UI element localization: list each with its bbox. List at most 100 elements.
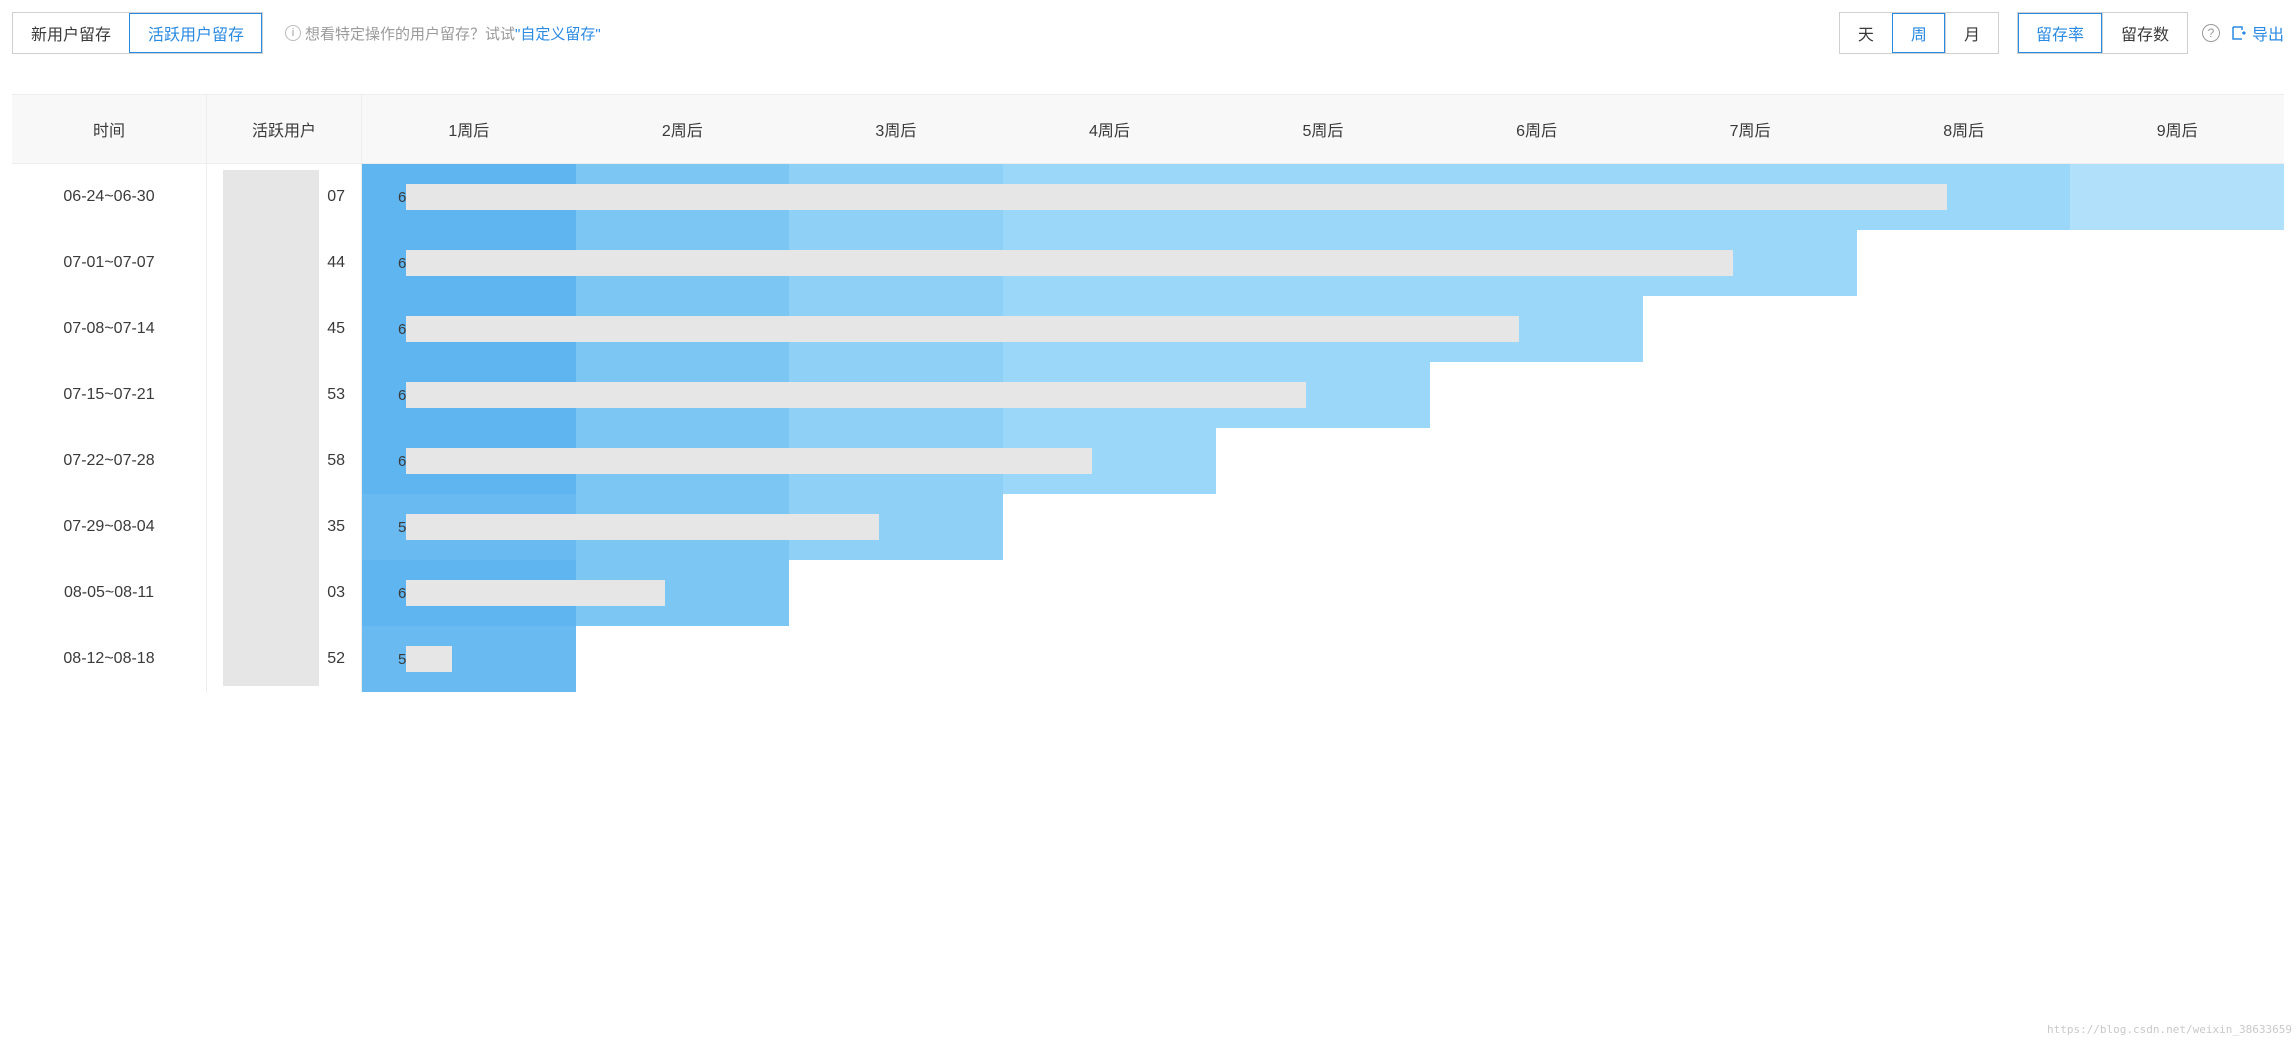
retention-cell: 61.07% xyxy=(362,296,576,362)
col-week-6: 6周后 xyxy=(1430,95,1644,164)
export-icon xyxy=(2230,24,2248,42)
retention-cell xyxy=(1216,494,1430,560)
retention-cell xyxy=(1003,560,1217,626)
cohort-date: 08-05~08-11 xyxy=(12,560,207,626)
retention-cell: 58.04% xyxy=(362,626,576,692)
retention-cell: 42.32% xyxy=(1857,164,2071,230)
cohort-date: 07-01~07-07 xyxy=(12,230,207,296)
retention-cell xyxy=(1857,560,2071,626)
period-tabs: 天 周 月 xyxy=(1839,12,1999,54)
retention-cell: 54.69% xyxy=(576,494,790,560)
retention-cell xyxy=(2070,164,2284,230)
retention-cell: 62.44% xyxy=(362,230,576,296)
retention-cell: 46.35% xyxy=(1216,362,1430,428)
active-users-value: 44 xyxy=(207,230,362,296)
active-users-value: 07 xyxy=(207,164,362,230)
retention-cell: 54.07% xyxy=(576,230,790,296)
metric-rate[interactable]: 留存率 xyxy=(2018,13,2102,53)
retention-cell: 43.47% xyxy=(1643,164,1857,230)
custom-retention-hint: i 想看特定操作的用户留存？试试 "自定义留存" xyxy=(285,23,601,44)
retention-cell xyxy=(1857,428,2071,494)
active-users-value: 58 xyxy=(207,428,362,494)
retention-cell xyxy=(1643,428,1857,494)
cohort-date: 07-29~08-04 xyxy=(12,494,207,560)
col-week-7: 7周后 xyxy=(1643,95,1857,164)
period-month[interactable]: 月 xyxy=(1945,13,1998,53)
retention-cell: 52.78% xyxy=(576,362,790,428)
retention-table: 时间 活跃用户 1周后 2周后 3周后 4周后 5周后 6周后 7周后 8周后 … xyxy=(12,94,2284,692)
active-users-value: 35 xyxy=(207,494,362,560)
retention-cell: 49.74% xyxy=(789,362,1003,428)
retention-cell xyxy=(789,626,1003,692)
cohort-date: 07-22~07-28 xyxy=(12,428,207,494)
retention-cell xyxy=(1003,626,1217,692)
retention-cell: 47.65% xyxy=(1003,296,1217,362)
export-button[interactable]: 导出 xyxy=(2230,21,2284,45)
retention-cell xyxy=(1003,494,1217,560)
retention-cell xyxy=(1857,626,2071,692)
retention-cell xyxy=(789,560,1003,626)
retention-cell xyxy=(2070,230,2284,296)
col-active-users: 活跃用户 xyxy=(207,95,362,164)
retention-cell: 50.54% xyxy=(789,230,1003,296)
custom-retention-link[interactable]: "自定义留存" xyxy=(515,23,601,44)
active-users-value: 03 xyxy=(207,560,362,626)
retention-cell xyxy=(2070,560,2284,626)
retention-cell xyxy=(1643,296,1857,362)
retention-cell xyxy=(2070,428,2284,494)
col-week-8: 8周后 xyxy=(1857,95,2071,164)
col-week-3: 3周后 xyxy=(789,95,1003,164)
retention-cell: 47.2% xyxy=(1003,164,1217,230)
retention-cell xyxy=(1857,494,2071,560)
retention-cell xyxy=(1216,428,1430,494)
retention-cell xyxy=(2070,626,2284,692)
toolbar: 新用户留存 活跃用户留存 i 想看特定操作的用户留存？试试 "自定义留存" 天 … xyxy=(12,12,2284,54)
retention-cell: 44.82% xyxy=(1216,296,1430,362)
tab-new-user[interactable]: 新用户留存 xyxy=(13,13,129,53)
retention-cell: 45.07% xyxy=(1003,362,1217,428)
retention-cell xyxy=(1216,560,1430,626)
period-day[interactable]: 天 xyxy=(1840,13,1892,53)
retention-cell: 44.89% xyxy=(1216,230,1430,296)
help-icon[interactable]: ? xyxy=(2202,24,2220,42)
retention-cell xyxy=(2070,362,2284,428)
col-week-2: 2周后 xyxy=(576,95,790,164)
retention-cell xyxy=(1857,230,2071,296)
retention-cell: 51.41% xyxy=(1003,428,1217,494)
retention-cell: 60.58% xyxy=(362,362,576,428)
col-time: 时间 xyxy=(12,95,207,164)
retention-cell: 65.05% xyxy=(362,428,576,494)
retention-cell: 59.72% xyxy=(362,494,576,560)
col-week-4: 4周后 xyxy=(1003,95,1217,164)
retention-cell: 44.33% xyxy=(1430,164,1644,230)
retention-cell xyxy=(1643,362,1857,428)
retention-cell: 46.2% xyxy=(1216,164,1430,230)
cohort-date: 07-08~07-14 xyxy=(12,296,207,362)
active-users-value: 45 xyxy=(207,296,362,362)
retention-cell xyxy=(1643,560,1857,626)
retention-cell: 47.31% xyxy=(1003,230,1217,296)
retention-cell xyxy=(1430,626,1644,692)
retention-cell: 57.61% xyxy=(576,560,790,626)
cohort-date: 07-15~07-21 xyxy=(12,362,207,428)
retention-cell xyxy=(1643,626,1857,692)
cohort-date: 06-24~06-30 xyxy=(12,164,207,230)
retention-cell xyxy=(1430,494,1644,560)
active-users-value: 53 xyxy=(207,362,362,428)
period-week[interactable]: 周 xyxy=(1892,13,1945,53)
user-type-tabs: 新用户留存 活跃用户留存 xyxy=(12,12,263,54)
retention-cell xyxy=(1216,626,1430,692)
retention-cell: 51.81% xyxy=(789,494,1003,560)
retention-cell xyxy=(1430,428,1644,494)
retention-cell: 45.27% xyxy=(1430,296,1644,362)
retention-cell: 42.15% xyxy=(1643,230,1857,296)
tab-active-user[interactable]: 活跃用户留存 xyxy=(129,13,262,53)
retention-cell xyxy=(1857,362,2071,428)
hint-text: 想看特定操作的用户留存？试试 xyxy=(305,23,515,44)
retention-cell: 62.87% xyxy=(362,560,576,626)
retention-cell: 58.07% xyxy=(576,428,790,494)
cohort-date: 08-12~08-18 xyxy=(12,626,207,692)
retention-cell xyxy=(1857,296,2071,362)
metric-count[interactable]: 留存数 xyxy=(2102,13,2187,53)
retention-cell: 43.47% xyxy=(1430,230,1644,296)
